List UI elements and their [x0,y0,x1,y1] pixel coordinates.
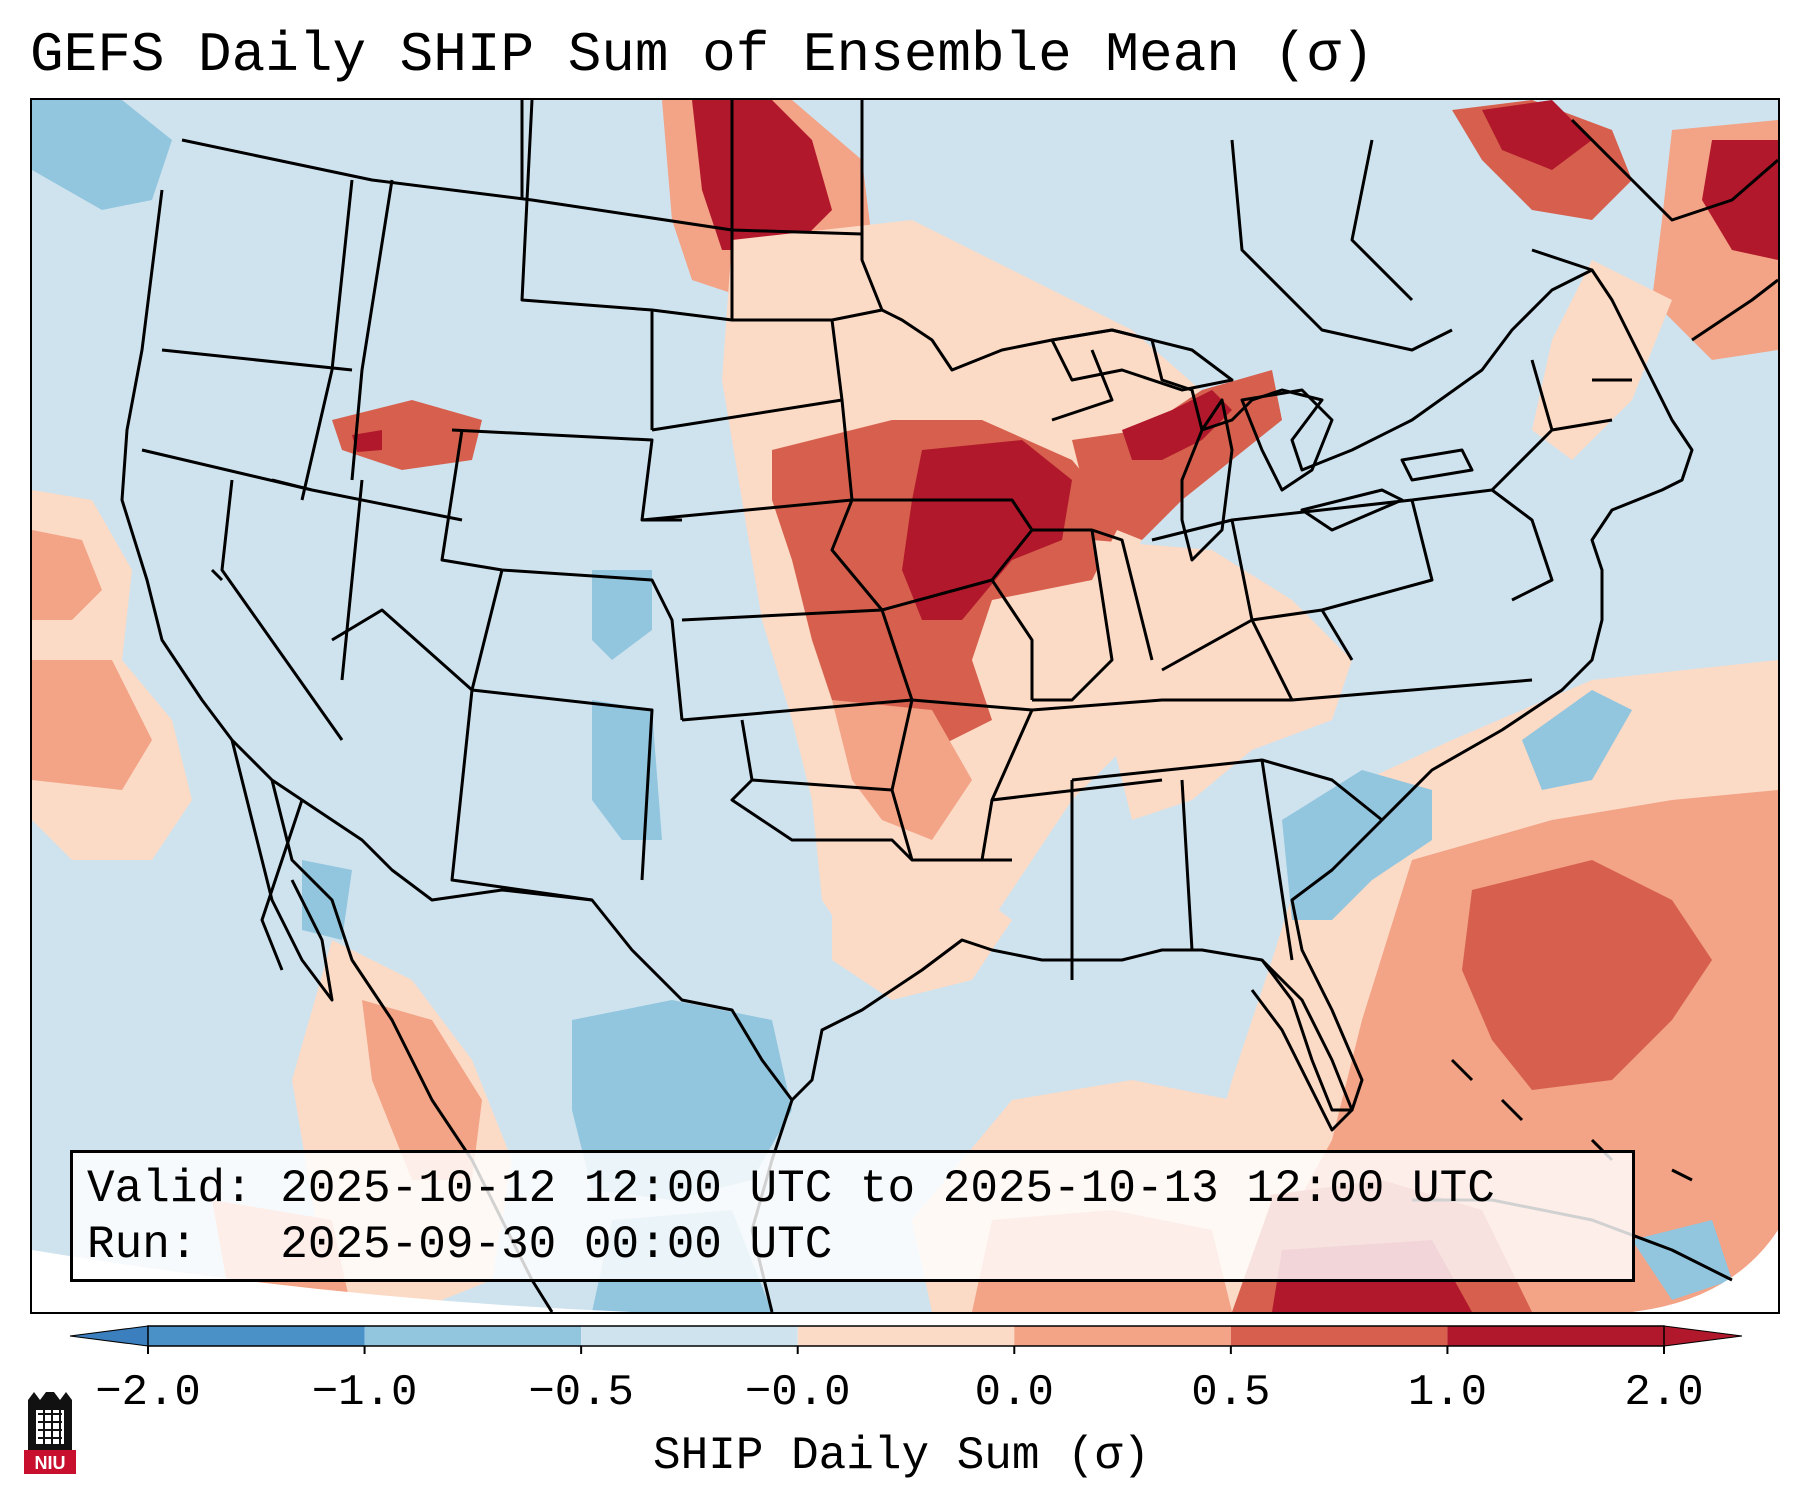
anomaly-pacific-sw [32,660,152,790]
baja-california [230,739,334,1002]
canada-lines [520,100,1593,352]
florida [1250,958,1354,1132]
colorbar-segment [1014,1326,1231,1346]
nova-scotia [1691,278,1778,342]
colorbar-segments [69,1325,1743,1347]
anomaly-nebraska-iowa-core [902,440,1072,620]
colorbar-tick-label: −1.0 [312,1368,418,1418]
anomaly-colorado-neg [592,570,652,660]
state-lines-central [641,230,1254,862]
state-lines-west [141,100,684,902]
anomaly-northeast-weak [1532,260,1672,460]
colorbar-extend-high [1663,1325,1743,1347]
colorbar-tick-label: 2.0 [1624,1368,1703,1418]
bahamas [1450,1058,1693,1182]
anomaly-idaho [332,400,482,470]
colorbar-tick-label: −2.0 [95,1368,201,1418]
colorbar-label: SHIP Daily Sum (σ) [653,1430,1150,1482]
us-outline [120,100,1694,1112]
run-time-line: Run: 2025-09-30 00:00 UTC [87,1219,833,1271]
anomaly-quebec-core [1482,100,1592,170]
colorbar-segment [797,1326,1015,1346]
colorbar-tick-label: 1.0 [1408,1368,1487,1418]
anomaly-kansas-oklahoma [832,700,972,840]
colorbar: −2.0 −1.0 −0.5 −0.0 0.0 0.5 1.0 2.0 [69,1325,1743,1418]
projection-edge-left [32,1250,632,1312]
colorbar-outline [147,1325,1665,1347]
anomaly-cuba-neg [1632,1220,1732,1300]
colorbar-segment [148,1326,365,1346]
valid-time-line: Valid: 2025-10-12 12:00 UTC to 2025-10-1… [87,1163,1495,1215]
niu-logo-icon: NIU [24,1392,76,1474]
map-panel: Valid: 2025-10-12 12:00 UTC to 2025-10-1… [30,98,1780,1314]
lake-ontario [1400,448,1474,482]
anomaly-great-lakes-core [1122,390,1232,460]
colorbar-tick-label: −0.0 [745,1368,851,1418]
anomaly-south-texas [832,860,1012,1000]
anomaly-maritimes-core [1702,140,1778,260]
colorbar-segment [1230,1326,1448,1346]
anomaly-idaho-core [352,430,382,452]
us-canada-border [181,138,863,236]
quebec-coast [1570,118,1778,222]
anomaly-west-mexico-core [362,1000,482,1180]
colorbar-segment [364,1326,582,1346]
colorbar-ticks: −2.0 −1.0 −0.5 −0.0 0.0 0.5 1.0 2.0 [95,1346,1704,1418]
lake-huron [1240,388,1334,492]
state-lines-east [1031,359,1632,980]
chart-title: GEFS Daily SHIP Sum of Ensemble Mean (σ) [30,23,1375,87]
anomaly-nw-pacific [32,100,172,210]
political-boundaries [120,100,1778,1312]
lake-michigan [1180,398,1234,562]
colorbar-segment [581,1326,798,1346]
colorbar-extend-low [69,1325,149,1347]
map-canvas [32,100,1778,1312]
anomaly-virginia-neg [1522,690,1632,790]
anomaly-saskatchewan-core [692,100,832,250]
colorbar-tick-label: 0.5 [1191,1368,1270,1418]
lake-erie [1300,488,1404,532]
anomaly-ohio-valley [1092,540,1352,820]
validity-info-box: Valid: 2025-10-12 12:00 UTC to 2025-10-1… [70,1150,1635,1282]
colorbar-segment [1447,1326,1664,1346]
lake-superior [1050,328,1234,392]
anomaly-new-mexico-neg [592,700,662,840]
anomaly-atlantic-core [1462,860,1712,1090]
projection-edge-right [1632,1230,1778,1312]
colorbar-tick-label: 0.0 [975,1368,1054,1418]
niu-logo-text: NIU [35,1453,66,1473]
colorbar-tick-label: −0.5 [528,1368,634,1418]
anomaly-pacific-west-core [32,530,102,620]
